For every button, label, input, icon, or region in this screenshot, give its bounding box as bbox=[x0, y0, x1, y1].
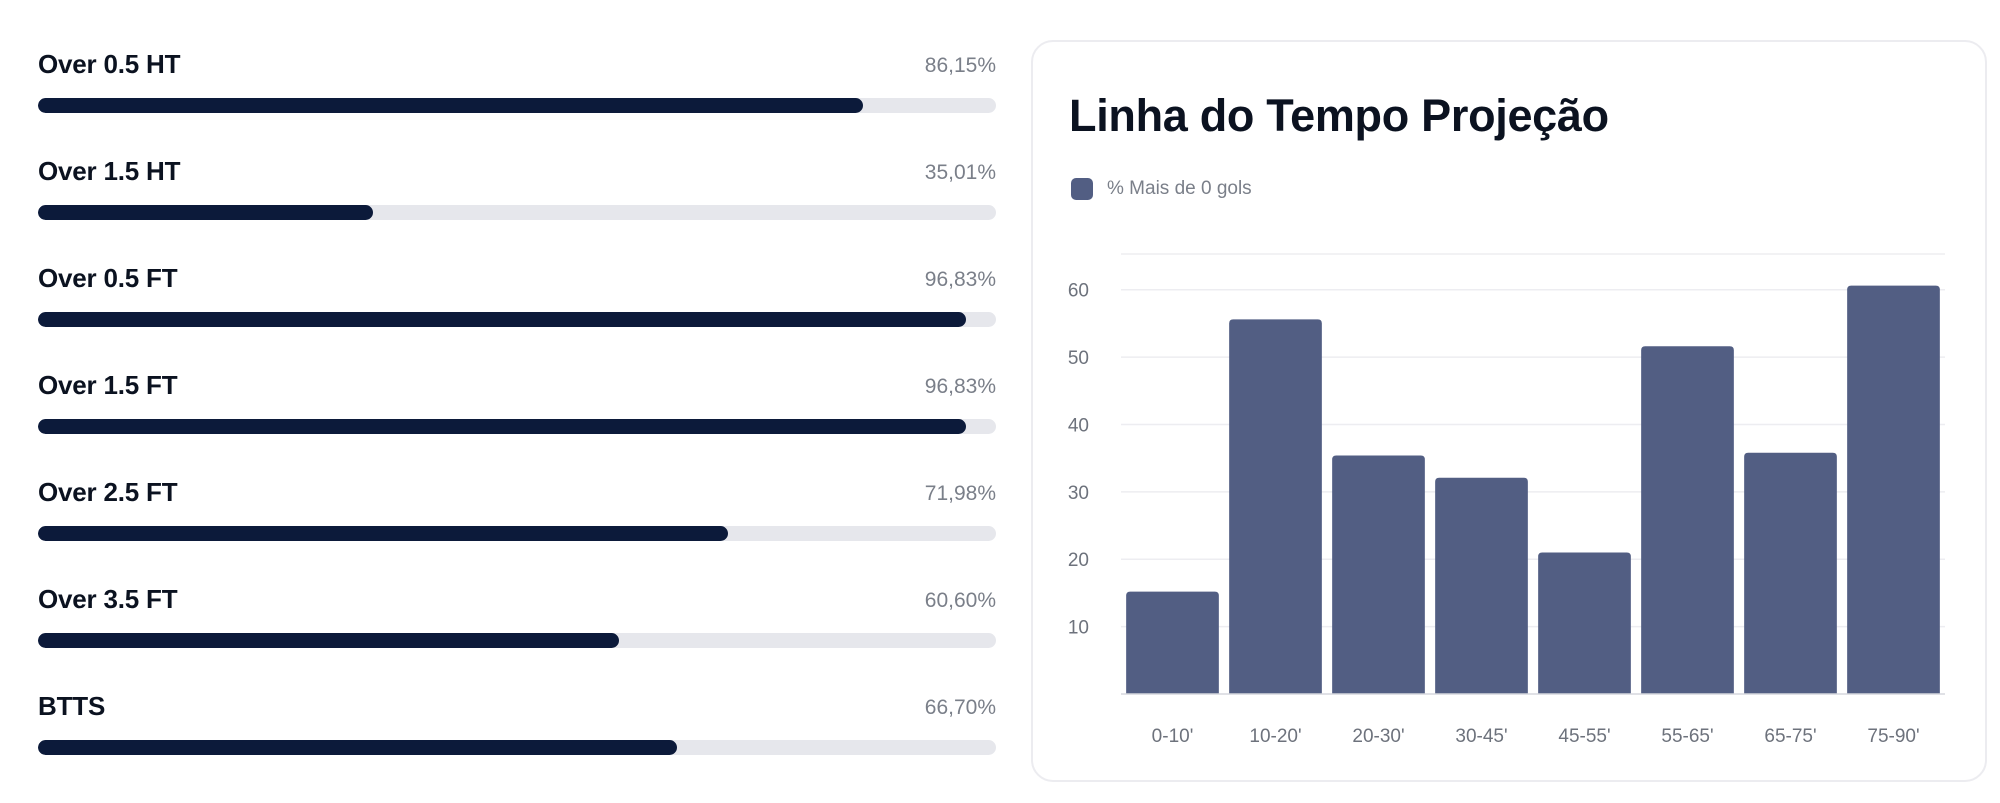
chart-bar[interactable] bbox=[1435, 477, 1528, 694]
stat-header: BTTS 66,70% bbox=[38, 682, 996, 722]
x-tick-label: 20-30' bbox=[1352, 726, 1404, 747]
stat-value: 86,15% bbox=[924, 54, 996, 77]
x-tick-label: 75-90' bbox=[1867, 726, 1919, 747]
progress-fill bbox=[38, 98, 864, 113]
stat-value: 66,70% bbox=[924, 696, 996, 719]
stat-label: BTTS bbox=[38, 691, 106, 721]
stat-value: 71,98% bbox=[924, 482, 996, 505]
stat-row: Over 1.5 HT 35,01% bbox=[38, 147, 996, 254]
x-tick-label: 65-75' bbox=[1764, 726, 1816, 747]
progress-track bbox=[38, 419, 996, 434]
progress-fill bbox=[38, 526, 728, 541]
x-tick-label: 55-65' bbox=[1661, 726, 1713, 747]
stat-label: Over 1.5 HT bbox=[38, 156, 181, 186]
y-tick-label: 10 bbox=[1068, 618, 1089, 639]
stat-row: Over 0.5 HT 86,15% bbox=[38, 40, 996, 147]
stat-row: Over 3.5 FT 60,60% bbox=[38, 575, 996, 682]
progress-fill bbox=[38, 205, 374, 220]
stat-header: Over 1.5 HT 35,01% bbox=[38, 147, 996, 187]
chart-card: Linha do Tempo Projeção % Mais de 0 gols… bbox=[1031, 40, 1987, 782]
progress-track bbox=[38, 633, 996, 648]
y-tick-label: 30 bbox=[1068, 483, 1089, 504]
stat-row: Over 2.5 FT 71,98% bbox=[38, 468, 996, 575]
legend-swatch bbox=[1071, 178, 1093, 200]
stat-row: BTTS 66,70% bbox=[38, 682, 996, 789]
progress-fill bbox=[38, 633, 619, 648]
progress-fill bbox=[38, 740, 677, 755]
stat-value: 96,83% bbox=[924, 268, 996, 291]
y-tick-label: 20 bbox=[1068, 550, 1089, 571]
y-tick-label: 50 bbox=[1068, 348, 1089, 369]
stat-value: 60,60% bbox=[924, 589, 996, 612]
stat-row: Over 1.5 FT 96,83% bbox=[38, 361, 996, 468]
stat-label: Over 0.5 HT bbox=[38, 49, 181, 79]
y-tick-label: 60 bbox=[1068, 281, 1089, 302]
chart-bar[interactable] bbox=[1847, 285, 1940, 694]
chart-title: Linha do Tempo Projeção bbox=[1069, 90, 1609, 141]
progress-track bbox=[38, 205, 996, 220]
stat-header: Over 0.5 FT 96,83% bbox=[38, 254, 996, 294]
stat-row: Over 0.5 FT 96,83% bbox=[38, 254, 996, 361]
stat-header: Over 0.5 HT 86,15% bbox=[38, 40, 996, 80]
stat-label: Over 2.5 FT bbox=[38, 477, 178, 507]
stat-value: 96,83% bbox=[924, 375, 996, 398]
stat-header: Over 1.5 FT 96,83% bbox=[38, 361, 996, 401]
stat-header: Over 3.5 FT 60,60% bbox=[38, 575, 996, 615]
chart-bar[interactable] bbox=[1641, 346, 1734, 694]
progress-track bbox=[38, 740, 996, 755]
stat-header: Over 2.5 FT 71,98% bbox=[38, 468, 996, 508]
stat-label: Over 1.5 FT bbox=[38, 370, 178, 400]
stats-list: Over 0.5 HT 86,15% Over 1.5 HT 35,01% Over 0… bbox=[38, 40, 996, 789]
progress-fill bbox=[38, 312, 966, 327]
x-tick-label: 45-55' bbox=[1558, 726, 1610, 747]
progress-track bbox=[38, 526, 996, 541]
chart-bar[interactable] bbox=[1744, 452, 1837, 694]
legend-label: % Mais de 0 gols bbox=[1107, 178, 1252, 199]
chart-bar[interactable] bbox=[1538, 552, 1631, 694]
chart-bar[interactable] bbox=[1229, 319, 1322, 694]
y-tick-label: 40 bbox=[1068, 415, 1089, 436]
stat-value: 35,01% bbox=[924, 161, 996, 184]
progress-track bbox=[38, 312, 996, 327]
timeline-bar-chart: 10 20 30 40 50 60 0-10' 10-20' 20-30' 30-45' 45-55… bbox=[1068, 253, 1945, 747]
stat-label: Over 0.5 FT bbox=[38, 263, 178, 293]
stat-label: Over 3.5 FT bbox=[38, 584, 178, 614]
x-tick-label: 30-45' bbox=[1455, 726, 1507, 747]
chart-legend[interactable]: % Mais de 0 gols bbox=[1071, 178, 1252, 200]
chart-bar[interactable] bbox=[1332, 455, 1425, 694]
progress-track bbox=[38, 98, 996, 113]
x-tick-label: 0-10' bbox=[1152, 726, 1194, 747]
chart-bar[interactable] bbox=[1126, 591, 1219, 694]
progress-fill bbox=[38, 419, 966, 434]
x-tick-label: 10-20' bbox=[1249, 726, 1301, 747]
